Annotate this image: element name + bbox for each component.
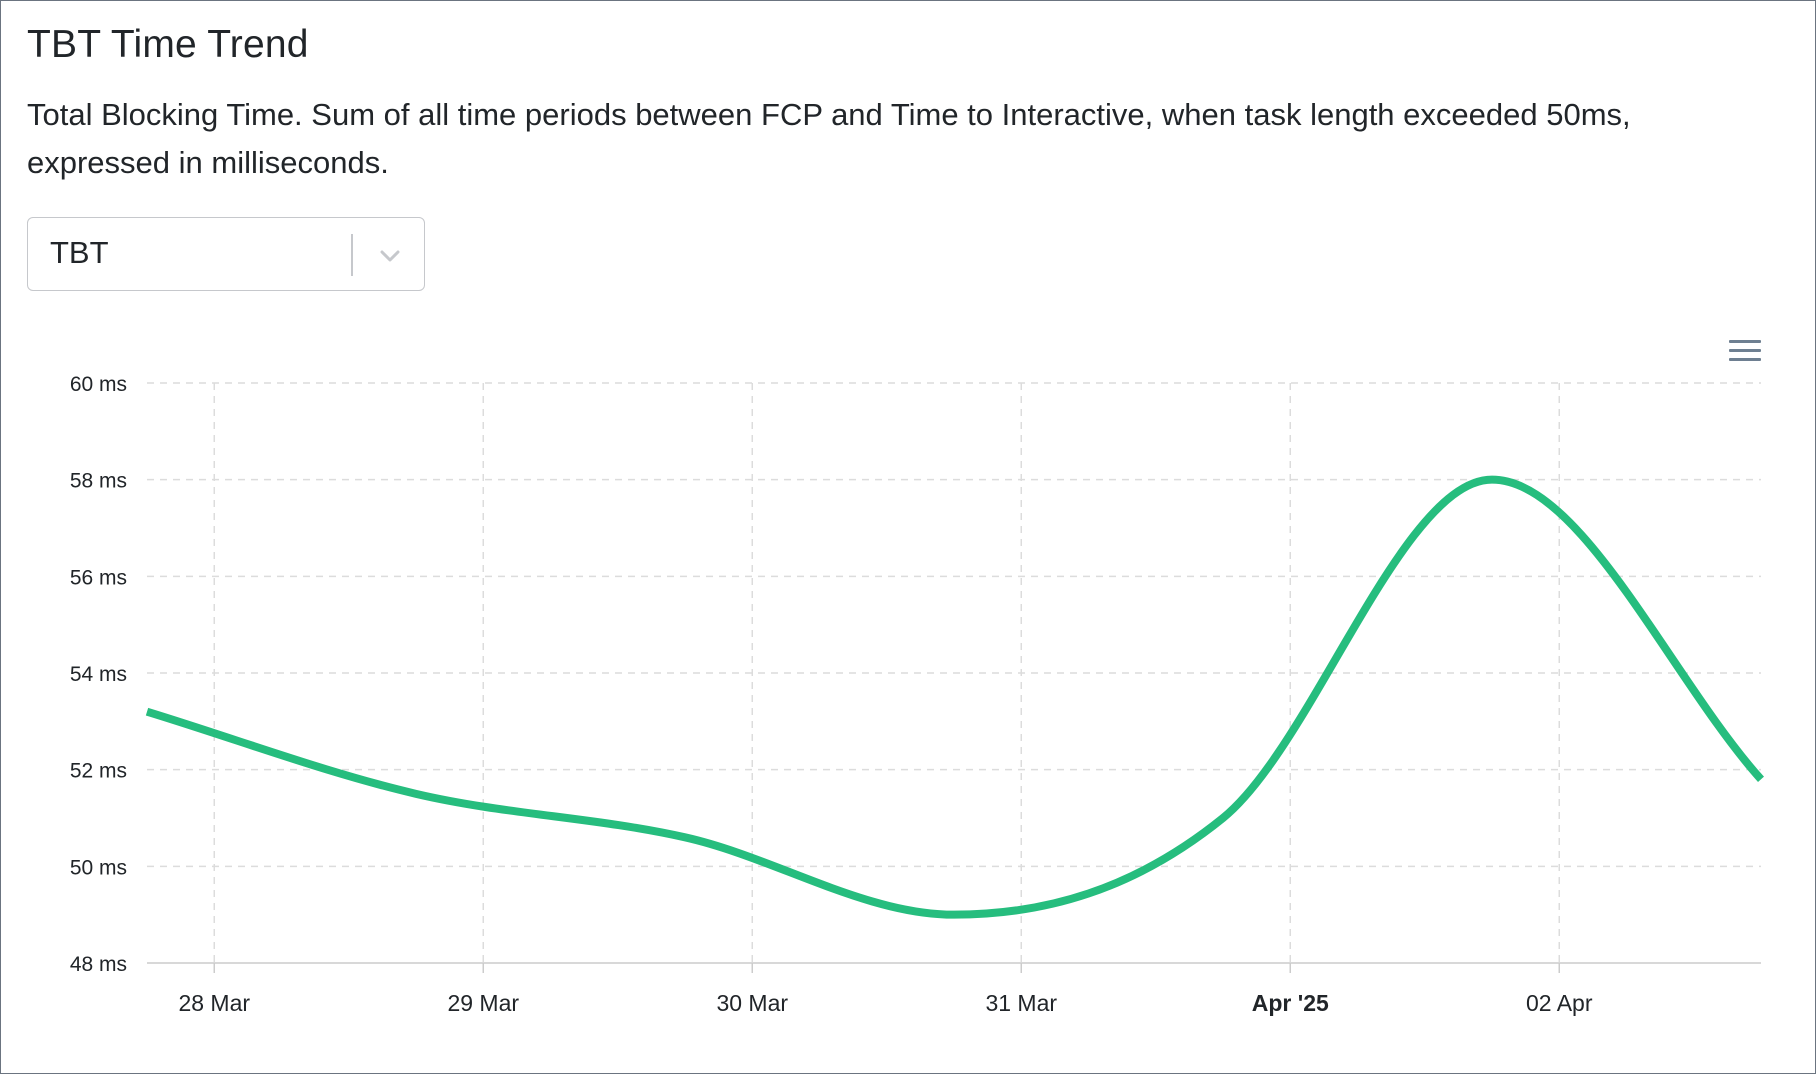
series-line: [145, 475, 1764, 919]
x-tick-label: 30 Mar: [716, 990, 788, 1016]
x-tick-label: 31 Mar: [985, 990, 1057, 1016]
axis-layer: [147, 962, 1761, 973]
x-tick-label: 28 Mar: [178, 990, 250, 1016]
y-tick-label: 50 ms: [70, 856, 127, 879]
x-tick-label: 02 Apr: [1526, 990, 1593, 1016]
card-description: Total Blocking Time. Sum of all time per…: [27, 97, 1631, 180]
chevron-down-icon[interactable]: [376, 242, 404, 270]
y-tick-label: 48 ms: [70, 953, 127, 976]
y-tick-label: 56 ms: [70, 566, 127, 589]
y-tick-label: 60 ms: [70, 373, 127, 396]
label-layer: 60 ms 58 ms 56 ms 54 ms 52 ms 50 ms 48 ms 28 Ma…: [70, 373, 1593, 1016]
metric-select-value: TBT: [50, 235, 109, 270]
card-title: TBT Time Trend: [27, 23, 309, 66]
grid-layer: [147, 382, 1761, 963]
metric-select[interactable]: TBT: [27, 217, 425, 291]
x-tick-label: Apr '25: [1252, 990, 1329, 1016]
series-layer: [145, 475, 1764, 919]
y-tick-label: 58 ms: [70, 470, 127, 493]
select-divider: [351, 234, 353, 276]
hamburger-menu-icon[interactable]: [1727, 337, 1763, 365]
y-tick-label: 54 ms: [70, 663, 127, 686]
y-tick-label: 52 ms: [70, 760, 127, 783]
x-tick-label: 29 Mar: [447, 990, 519, 1016]
